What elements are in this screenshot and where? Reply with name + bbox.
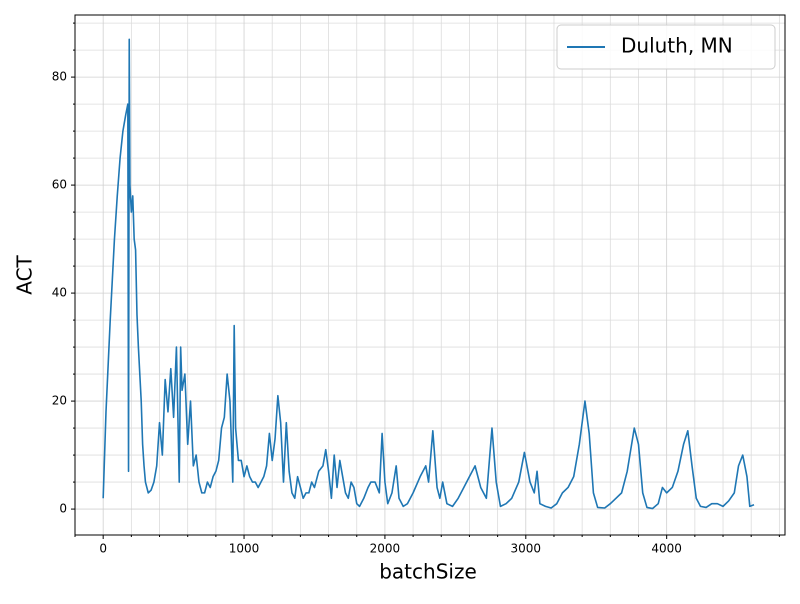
y-tick-label: 20 [52,394,67,408]
x-tick-label: 2000 [370,542,401,556]
y-tick-label: 0 [59,502,67,516]
y-tick-label: 60 [52,178,67,192]
x-tick-label: 3000 [511,542,542,556]
y-tick-label: 80 [52,70,67,84]
x-tick-label: 1000 [229,542,260,556]
x-tick-label: 4000 [651,542,682,556]
plot-frame [74,14,786,536]
x-tick-label: 0 [99,542,107,556]
x-axis-label: batchSize [379,560,477,584]
y-axis-label: ACT [13,254,37,294]
legend-box [556,24,776,70]
y-tick-label: 40 [52,286,67,300]
data-line [102,38,755,510]
legend-label: Duluth, MN [621,34,733,58]
